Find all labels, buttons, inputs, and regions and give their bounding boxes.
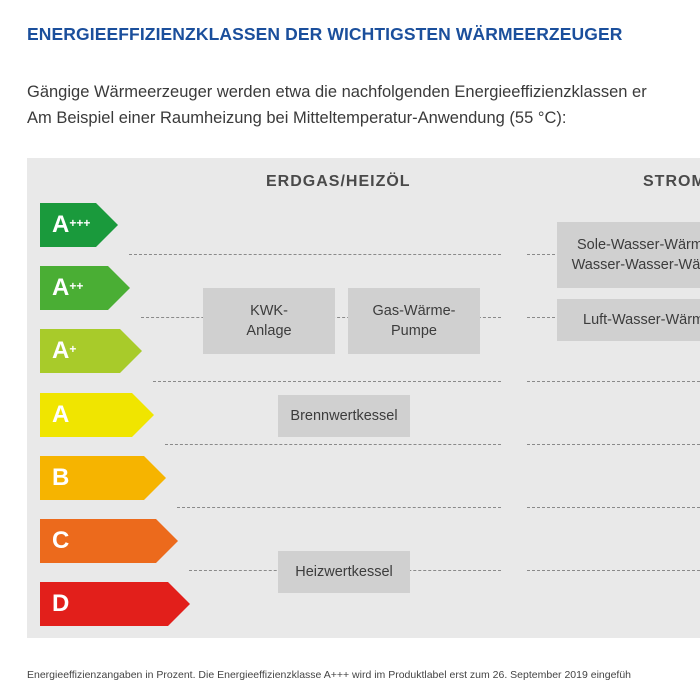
class-arrow-shape (40, 203, 118, 247)
class-label-a-plus-plus: A++ (40, 266, 130, 310)
class-label-c: C (40, 519, 178, 563)
class-plus-marks: ++ (69, 279, 84, 293)
generator-label-line-1: Gas-Wärme- (372, 303, 456, 319)
divider-line (527, 507, 700, 508)
class-arrow-shape (40, 456, 166, 500)
intro-text: Gängige Wärmeerzeuger werden etwa die na… (27, 79, 647, 131)
generator-label: Brennwertkessel (290, 408, 398, 424)
class-label-d: D (40, 582, 190, 626)
generator-label-line-2: Wasser-Wasser-Wä (571, 257, 700, 273)
class-arrow-shape (40, 519, 178, 563)
class-arrow-shape (40, 266, 130, 310)
divider-line (527, 381, 700, 382)
divider-line (165, 444, 501, 445)
divider-line (153, 381, 501, 382)
class-label-a: A (40, 393, 154, 437)
generator-box-heizwertkessel: Heizwertkessel (278, 551, 410, 593)
generator-box-brennwertkessel: Brennwertkessel (278, 395, 410, 437)
generator-box-sole-wasser-waermepumpe: Sole-Wasser-Wärm Wasser-Wasser-Wä (557, 222, 700, 288)
class-plus-marks: +++ (69, 216, 91, 230)
class-letter: A (52, 274, 70, 301)
divider-line (527, 444, 700, 445)
class-letter: A (52, 337, 70, 364)
class-label-a-plus-plus-plus: A+++ (40, 203, 118, 247)
class-letter: D (52, 590, 70, 617)
class-arrow-shape (40, 393, 154, 437)
efficiency-diagram: ERDGAS/HEIZÖL STROM A+++ A++ A+ A B C D (27, 158, 700, 638)
generator-box-kwk-anlage: KWK- Anlage (203, 288, 335, 354)
footnote: Energieeffizienzangaben in Prozent. Die … (27, 669, 632, 681)
divider-line (129, 254, 501, 255)
generator-label: Heizwertkessel (295, 564, 393, 580)
class-plus-marks: + (69, 342, 77, 356)
column-header-erdgas-heizoel: ERDGAS/HEIZÖL (266, 173, 411, 190)
generator-label-line-1: KWK- (250, 303, 288, 319)
divider-line (527, 570, 700, 571)
generator-box-gas-waermepumpe: Gas-Wärme- Pumpe (348, 288, 480, 354)
intro-line-1: Gängige Wärmeerzeuger werden etwa die na… (27, 83, 647, 101)
class-letter: A (52, 211, 70, 238)
divider-line (177, 507, 501, 508)
class-letter: B (52, 464, 70, 491)
page-title: ENERGIEEFFIZIENZKLASSEN DER WICHTIGSTEN … (27, 24, 623, 44)
class-letter: A (52, 401, 70, 428)
class-label-a-plus: A+ (40, 329, 142, 373)
class-letter: C (52, 527, 70, 554)
generator-label-line-1: Sole-Wasser-Wärm (577, 237, 700, 253)
generator-label-line-2: Anlage (246, 323, 292, 339)
generator-label: Luft-Wasser-Wärm (583, 312, 700, 328)
intro-line-2: Am Beispiel einer Raumheizung bei Mittel… (27, 109, 567, 127)
class-arrow-shape (40, 582, 190, 626)
generator-box-luft-wasser-waermepumpe: Luft-Wasser-Wärm (557, 299, 700, 341)
generator-label-line-2: Pumpe (391, 323, 437, 339)
column-header-strom: STROM (643, 173, 700, 190)
class-arrow-shape (40, 329, 142, 373)
class-label-b: B (40, 456, 166, 500)
